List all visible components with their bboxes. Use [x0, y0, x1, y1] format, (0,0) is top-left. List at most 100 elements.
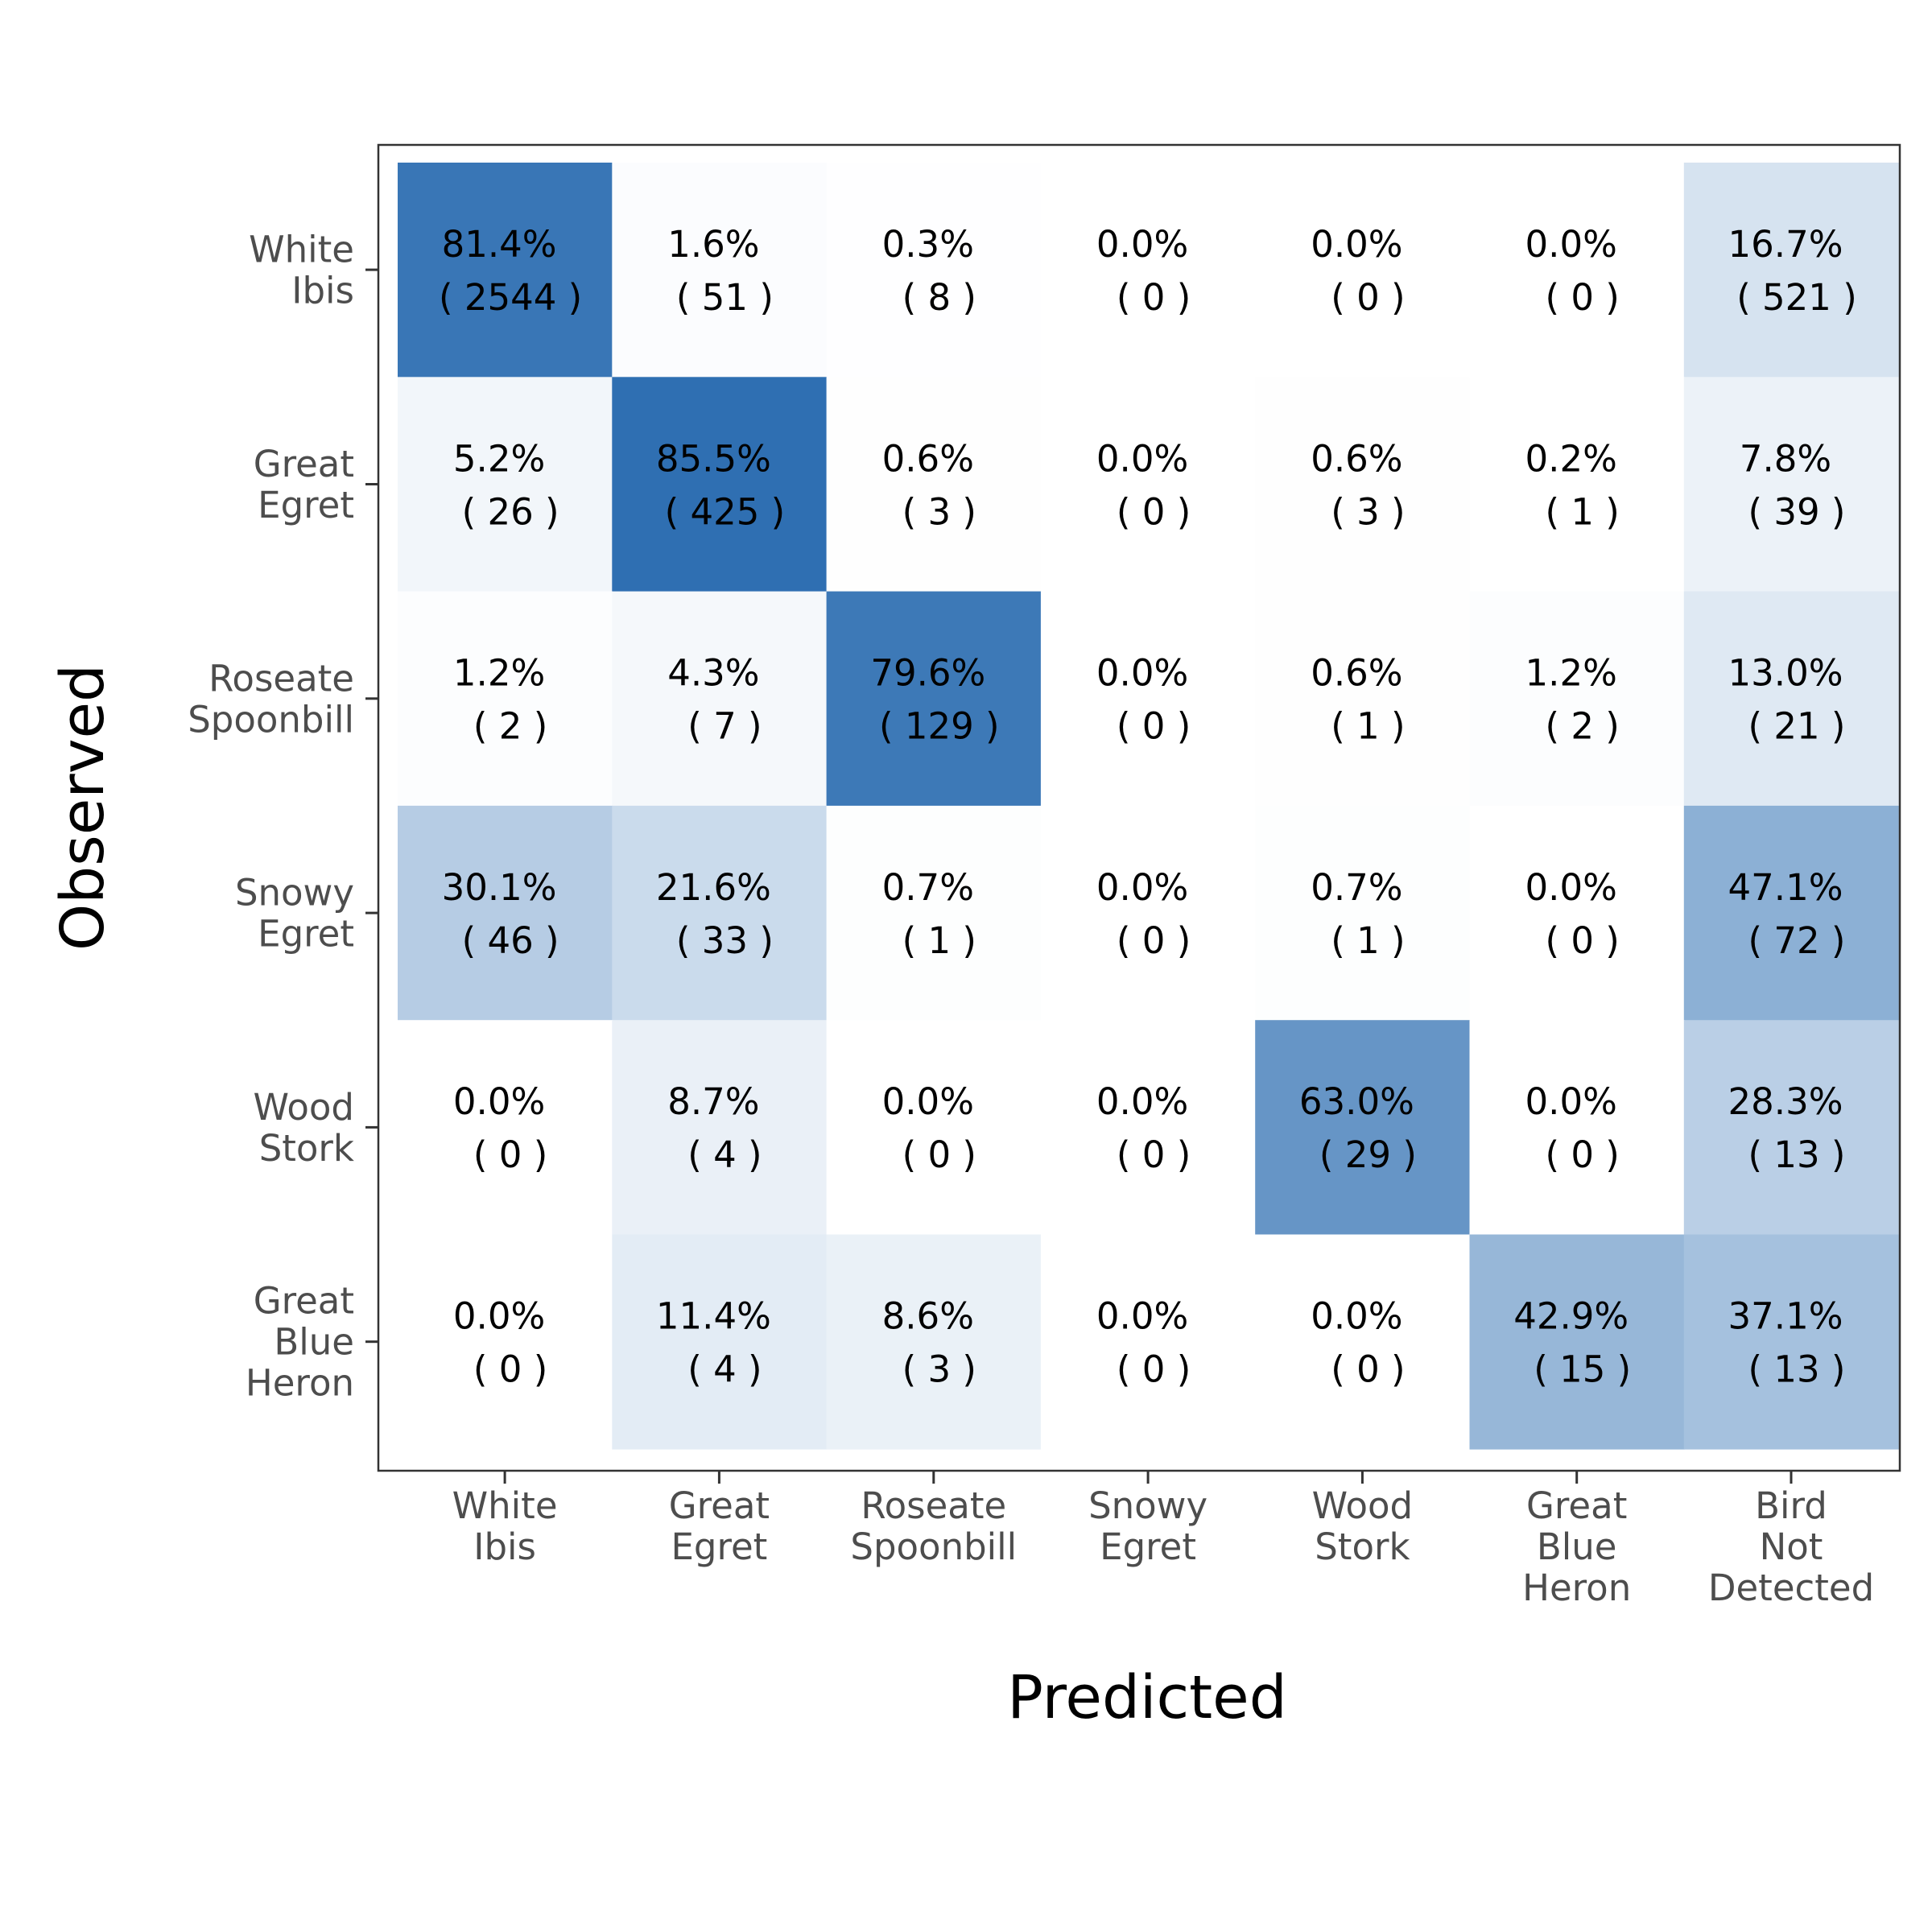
heatmap-cell — [1683, 1020, 1899, 1236]
cell-percent-label: 0.0% — [1525, 1080, 1617, 1123]
cell-count-label: ( 0 ) — [1546, 919, 1620, 962]
cell-percent-label: 0.0% — [1525, 866, 1617, 909]
x-tick-label: Egret — [671, 1525, 767, 1568]
cell-count-label: ( 3 ) — [902, 490, 976, 533]
heatmap-cell — [398, 591, 613, 807]
cell-count-label: ( 3 ) — [902, 1348, 976, 1391]
x-tick-label: Roseate — [861, 1484, 1006, 1527]
cell-percent-label: 8.7% — [667, 1080, 759, 1123]
heatmap-cell — [612, 377, 828, 592]
cell-percent-label: 1.2% — [1525, 652, 1617, 695]
cell-percent-label: 63.0% — [1299, 1080, 1414, 1123]
cell-percent-label: 0.6% — [1311, 437, 1402, 480]
cell-count-label: ( 1 ) — [1331, 919, 1405, 962]
x-tick-label: White — [452, 1484, 558, 1527]
cell-percent-label: 13.0% — [1728, 652, 1843, 695]
cell-count-label: ( 46 ) — [462, 919, 559, 962]
cell-percent-label: 0.0% — [1096, 437, 1188, 480]
cell-count-label: ( 0 ) — [902, 1133, 976, 1176]
heatmap-cell — [826, 1234, 1042, 1450]
heatmap-cell — [1040, 805, 1256, 1021]
cell-count-label: ( 26 ) — [462, 490, 559, 533]
heatmap-cell — [1040, 377, 1256, 592]
cell-count-label: ( 2 ) — [473, 705, 547, 748]
cell-percent-label: 0.0% — [1096, 1080, 1188, 1123]
cell-percent-label: 0.0% — [1096, 223, 1188, 266]
cell-count-label: ( 2544 ) — [439, 276, 582, 319]
y-axis-title: Observed — [48, 664, 118, 951]
cell-count-label: ( 129 ) — [879, 705, 1000, 748]
cell-percent-label: 81.4% — [442, 223, 557, 266]
cell-percent-label: 0.0% — [1525, 223, 1617, 266]
cell-count-label: ( 13 ) — [1748, 1348, 1846, 1391]
x-tick-label: Egret — [1100, 1525, 1196, 1568]
heatmap-cell — [1255, 163, 1471, 378]
x-tick-label: Great — [1526, 1484, 1627, 1527]
y-tick-label: Egret — [258, 484, 354, 526]
y-tick-label: Blue — [274, 1321, 354, 1364]
y-tick-label: White — [249, 229, 354, 271]
cell-count-label: ( 0 ) — [1117, 490, 1191, 533]
y-tick-label: Spoonbill — [188, 698, 354, 741]
x-axis-title: Predicted — [1007, 1663, 1286, 1732]
cell-percent-label: 16.7% — [1728, 223, 1843, 266]
y-tick-label: Great — [254, 443, 354, 485]
heatmap-cell — [1683, 377, 1899, 592]
cell-count-label: ( 21 ) — [1748, 705, 1846, 748]
heatmap-cell — [1469, 163, 1685, 378]
cell-count-label: ( 0 ) — [1117, 1133, 1191, 1176]
heatmap-cell — [398, 377, 613, 592]
heatmap-cell — [1040, 1020, 1256, 1236]
panel-border — [377, 143, 1901, 1472]
heatmap-cell — [1469, 377, 1685, 592]
heatmap-cell — [1040, 591, 1256, 807]
y-tick-label: Wood — [254, 1086, 355, 1129]
cell-count-label: ( 3 ) — [1331, 490, 1405, 533]
cell-count-label: ( 33 ) — [676, 919, 774, 962]
cell-percent-label: 0.0% — [1311, 223, 1402, 266]
heatmap-cell — [612, 163, 828, 378]
cell-percent-label: 85.5% — [656, 437, 771, 480]
heatmap-cell — [826, 377, 1042, 592]
x-tick-label: Spoonbill — [850, 1525, 1017, 1568]
y-tick-label: Snowy — [235, 872, 354, 914]
cell-percent-label: 0.6% — [1311, 652, 1402, 695]
cell-count-label: ( 521 ) — [1736, 276, 1857, 319]
cell-percent-label: 42.9% — [1513, 1295, 1629, 1338]
cell-percent-label: 0.7% — [882, 866, 974, 909]
cell-count-label: ( 425 ) — [665, 490, 786, 533]
heatmap-cell — [1683, 591, 1899, 807]
cell-count-label: ( 1 ) — [1546, 490, 1620, 533]
heatmap-cell — [1255, 1234, 1471, 1450]
heatmap-cell-labels: 81.4% ( 2544 ) 1.6% ( 51 ) 0.3% ( 8 ) 0.0% ( 0 … — [439, 223, 1857, 1391]
x-tick-label: Wood — [1312, 1484, 1414, 1527]
cell-percent-label: 21.6% — [656, 866, 771, 909]
heatmap-cell — [612, 1234, 828, 1450]
cell-count-label: ( 0 ) — [1117, 1348, 1191, 1391]
cell-percent-label: 47.1% — [1728, 866, 1843, 909]
cell-percent-label: 0.0% — [1096, 652, 1188, 695]
x-tick-label: Great — [669, 1484, 770, 1527]
heatmap-cell — [612, 591, 828, 807]
y-axis: WhiteIbisGreatEgretRoseateSpoonbillSnowy… — [188, 229, 378, 1405]
cell-percent-label: 7.8% — [1740, 437, 1831, 480]
cell-percent-label: 1.6% — [667, 223, 759, 266]
heatmap-cell — [398, 805, 613, 1021]
cell-count-label: ( 13 ) — [1748, 1133, 1846, 1176]
cell-count-label: ( 51 ) — [676, 276, 774, 319]
cell-count-label: ( 4 ) — [687, 1133, 762, 1176]
heatmap-cell — [1040, 163, 1256, 378]
cell-count-label: ( 15 ) — [1534, 1348, 1631, 1391]
cell-percent-label: 30.1% — [442, 866, 557, 909]
cell-percent-label: 79.6% — [870, 652, 985, 695]
y-tick-label: Heron — [246, 1362, 354, 1405]
y-tick-label: Egret — [258, 913, 354, 956]
heatmap-cell — [1683, 163, 1899, 378]
cell-count-label: ( 0 ) — [1117, 705, 1191, 748]
heatmap-cell — [1683, 1234, 1899, 1450]
cell-percent-label: 0.0% — [1096, 1295, 1188, 1338]
cell-percent-label: 0.0% — [453, 1080, 545, 1123]
heatmap-cell — [1469, 1234, 1685, 1450]
cell-percent-label: 0.0% — [1311, 1295, 1402, 1338]
